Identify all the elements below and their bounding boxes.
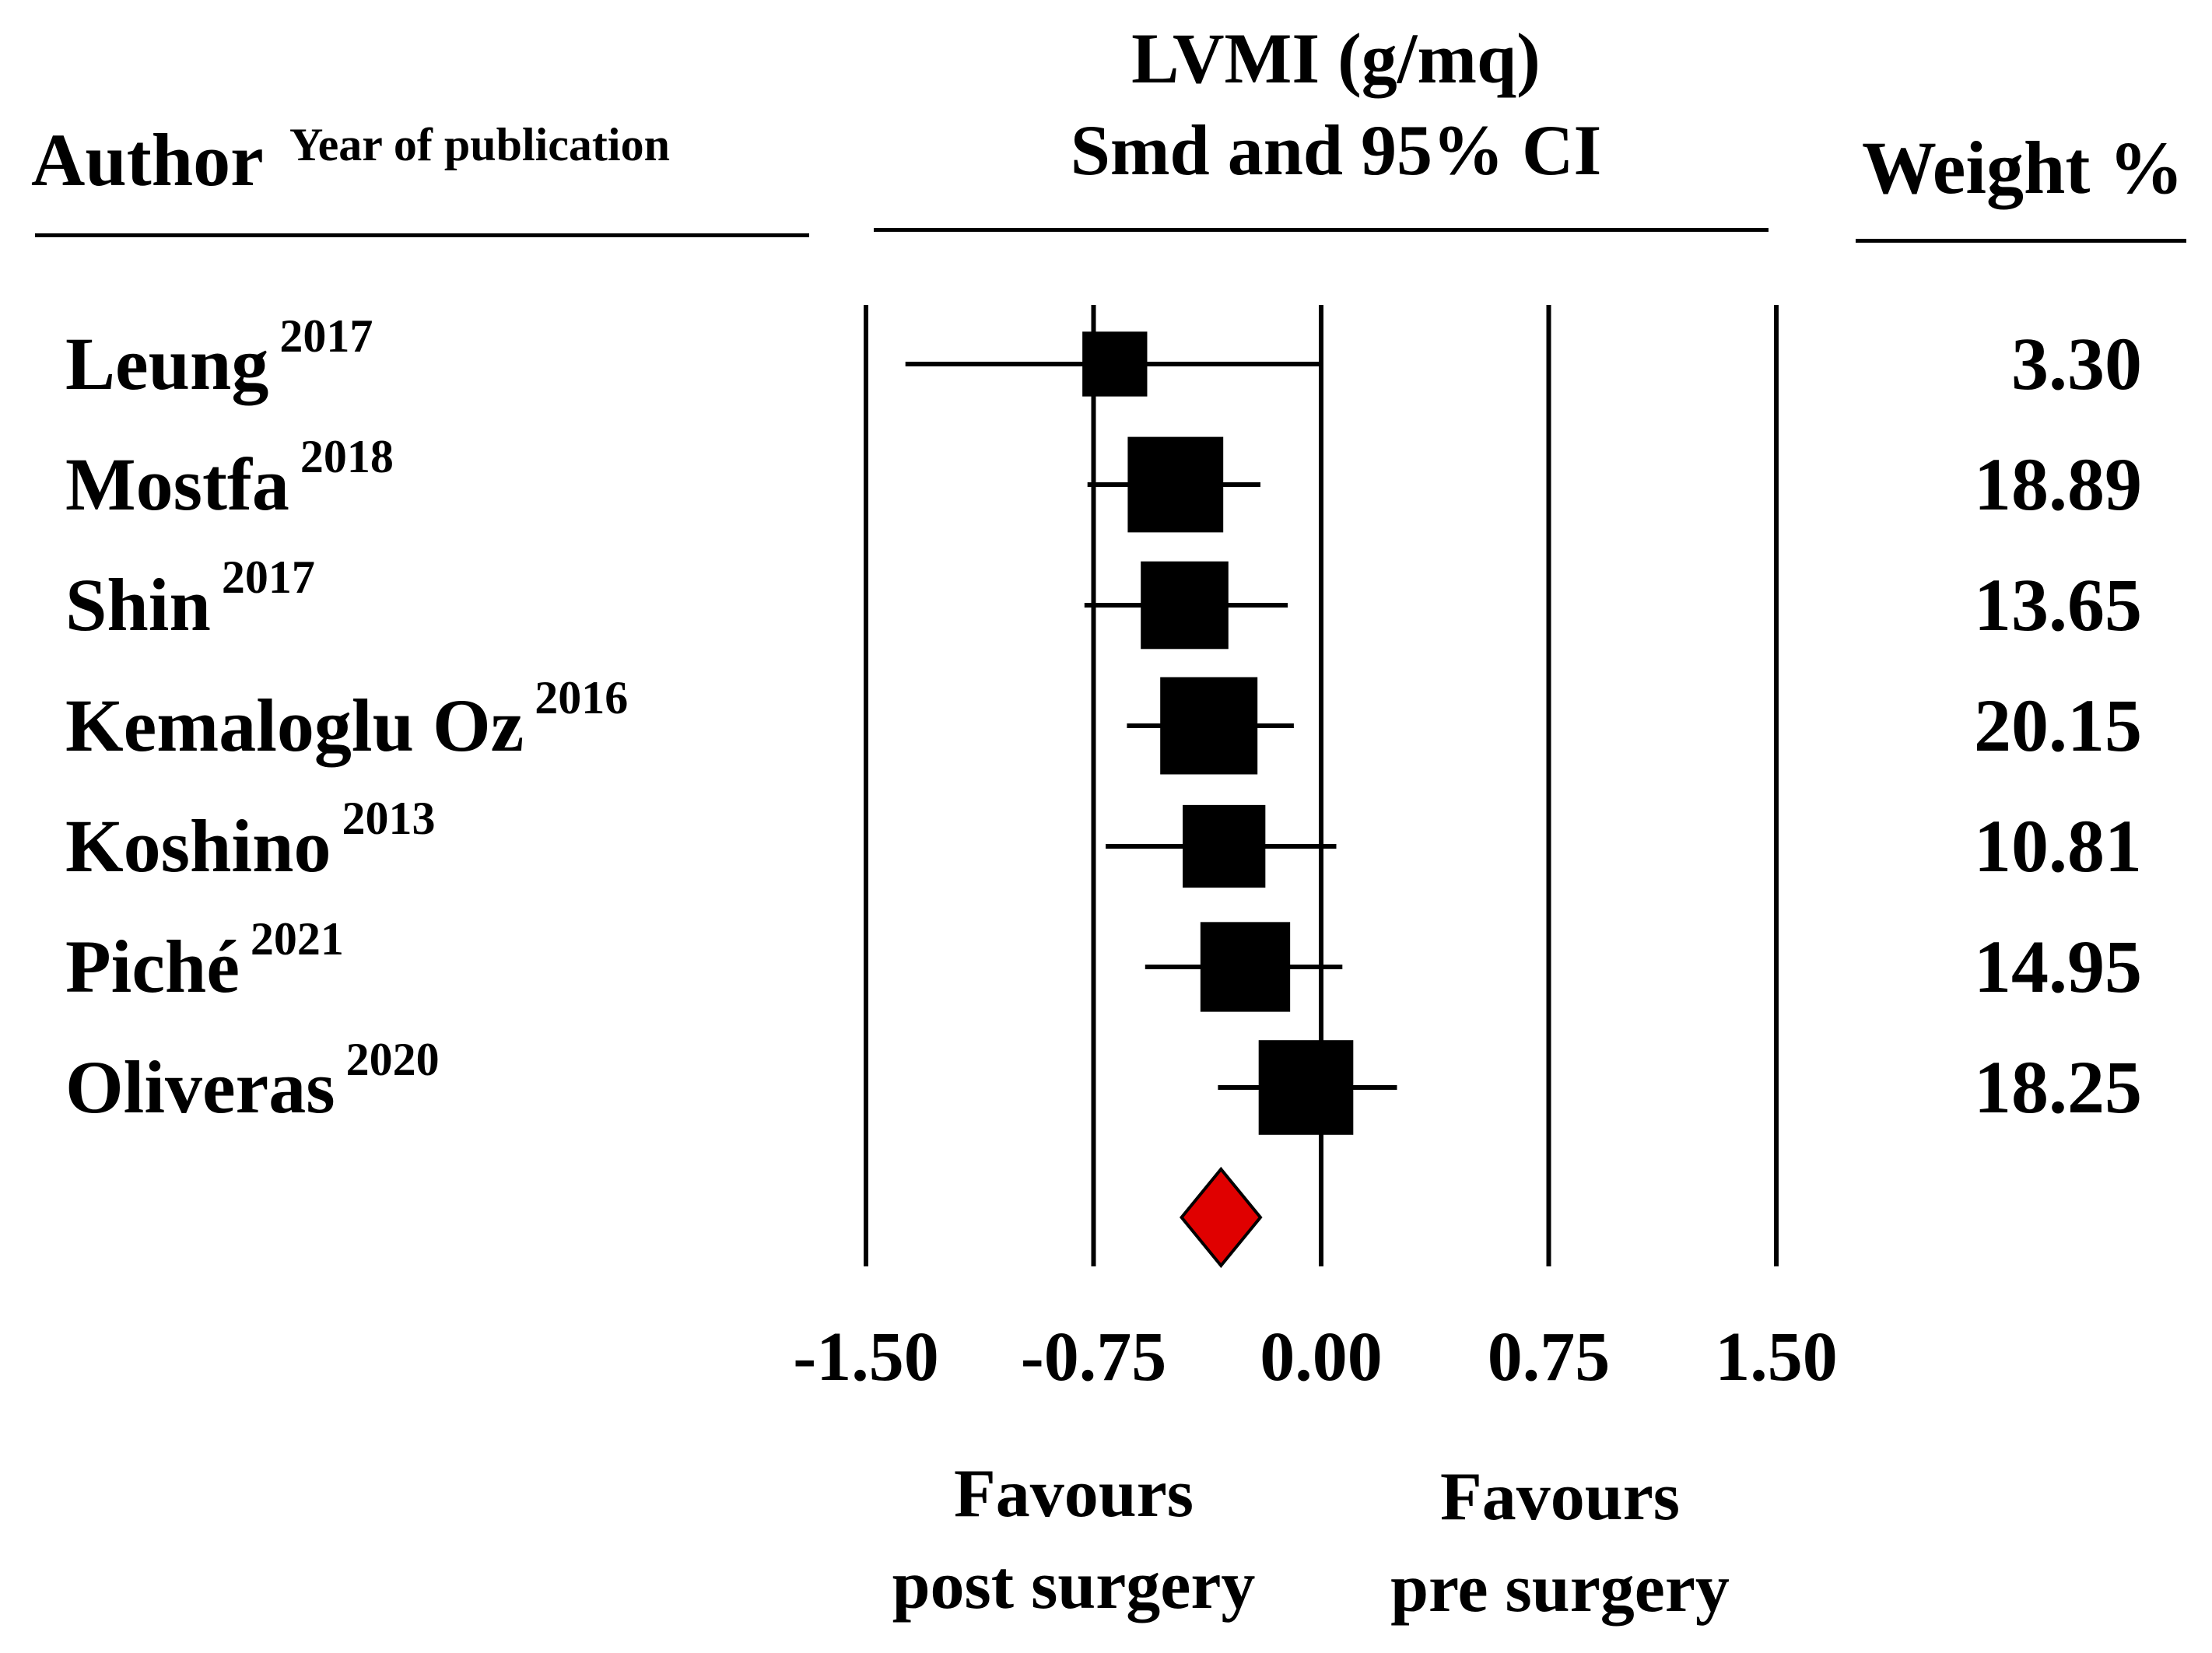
effect-square-1: [1082, 331, 1148, 397]
study-label-1: Leung 2017: [65, 310, 373, 405]
study-label-2: Mostfa 2018: [65, 431, 394, 526]
favours-post-surgery-label: Favours post surgery: [892, 1456, 1256, 1623]
year-column-header: Year of publication: [289, 119, 670, 170]
x-tick-label-4: 0.75: [1487, 1319, 1611, 1396]
weight-value-6: 14.95: [1974, 925, 2142, 1008]
x-tick-label-2: -0.75: [1020, 1319, 1167, 1396]
x-tick-label-5: 1.50: [1715, 1319, 1838, 1396]
study-label-6: Piché 2021: [65, 913, 344, 1008]
weight-value-3: 13.65: [1974, 563, 2142, 646]
study-label-7: Oliveras 2020: [65, 1034, 440, 1129]
author-header-rule: [35, 233, 809, 237]
author-column-header: Author: [31, 118, 264, 201]
effect-square-6: [1200, 922, 1291, 1012]
weight-value-4: 20.15: [1974, 684, 2142, 767]
weight-value-2: 18.89: [1974, 443, 2142, 526]
study-label-3: Shin 2017: [65, 552, 315, 646]
weight-value-7: 18.25: [1974, 1045, 2142, 1129]
effect-square-7: [1258, 1040, 1354, 1135]
effect-square-4: [1160, 677, 1258, 775]
study-label-4: Kemaloglu Oz 2016: [65, 672, 629, 767]
pooled-diamond: [1180, 1166, 1263, 1269]
favours-pre-surgery-label: Favours pre surgery: [1390, 1459, 1730, 1627]
weight-value-1: 3.30: [2011, 322, 2142, 405]
effect-square-5: [1183, 804, 1266, 888]
x-tick-label-1: -1.50: [793, 1319, 939, 1396]
effect-square-3: [1141, 561, 1229, 650]
x-tick-label-3: 0.00: [1260, 1319, 1383, 1396]
plot-header-rule: [874, 228, 1769, 232]
chart-title: LVMI (g/mq): [1131, 19, 1541, 98]
weight-header-rule: [1856, 239, 2186, 243]
chart-subtitle: Smd and 95% CI: [1070, 110, 1602, 190]
effect-square-2: [1127, 436, 1224, 533]
study-label-5: Koshino 2013: [65, 793, 436, 888]
weight-value-5: 10.81: [1974, 804, 2142, 888]
weight-column-header: Weight %: [1862, 126, 2184, 209]
